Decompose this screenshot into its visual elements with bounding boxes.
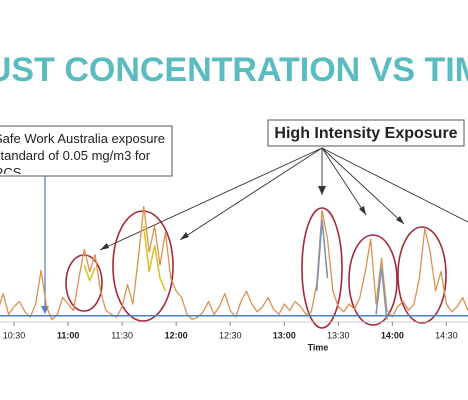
annotation-wrap: Safe Work Australia exposure standard of…	[0, 131, 166, 174]
x-tick-label: 13:30	[327, 330, 350, 340]
annotation-box	[267, 119, 465, 147]
annotation-high: High Intensity Exposure	[274, 125, 457, 142]
data-line	[315, 218, 388, 320]
x-tick-label: 12:00	[165, 330, 188, 340]
x-tick-label: 14:00	[381, 330, 404, 340]
x-tick-label: 10:30	[3, 330, 26, 340]
x-tick-label: 12:30	[219, 330, 242, 340]
x-tick-label: 14:30	[435, 330, 458, 340]
arrow-heads	[100, 186, 404, 250]
x-axis-label: Time	[308, 342, 329, 352]
annotation-box	[0, 125, 173, 177]
x-tick-label: 13:00	[273, 330, 296, 340]
x-tick-label: 11:30	[111, 330, 133, 340]
annotation-standard: Safe Work Australia exposure standard of…	[0, 131, 166, 174]
x-tick-label: 11:00	[57, 330, 80, 340]
chart-title: DUST CONCENTRATION VS TIME	[0, 51, 468, 89]
data-line	[83, 225, 167, 292]
data-line	[0, 205, 468, 321]
plot: 10:30 11:00 11:30 12:00 12:30 13:00 13:30 14:00…	[0, 205, 468, 340]
